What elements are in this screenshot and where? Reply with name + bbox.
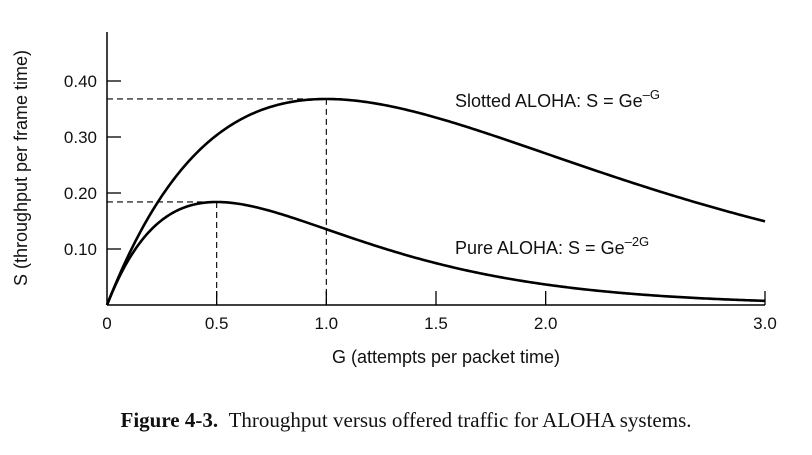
y-tick-label: 0.30 xyxy=(64,128,97,147)
tick-labels: 0.10 0.20 0.30 0.40 0 0.5 1.0 1.5 2.0 3.0 xyxy=(64,72,777,333)
max-guide-lines xyxy=(107,98,327,305)
slotted-aloha-label: Slotted ALOHA: S = Ge–G xyxy=(455,87,660,111)
x-axis-label: G (attempts per packet time) xyxy=(332,347,560,367)
slotted-aloha-curve xyxy=(105,97,766,306)
figure-caption-text: Throughput versus offered traffic for AL… xyxy=(228,408,692,432)
y-tick-label: 0.10 xyxy=(64,240,97,259)
figure-caption-label: Figure 4-3. xyxy=(120,408,219,432)
x-tick-label: 0 xyxy=(102,314,111,333)
x-tick-label: 1.5 xyxy=(424,314,448,333)
x-tick-label: 2.0 xyxy=(534,314,558,333)
y-tick-label: 0.20 xyxy=(64,184,97,203)
slotted-aloha-label-main: Slotted ALOHA: S = Ge xyxy=(455,91,643,111)
y-tick-label: 0.40 xyxy=(64,72,97,91)
pure-aloha-label: Pure ALOHA: S = Ge–2G xyxy=(455,234,649,258)
ticks xyxy=(107,80,766,305)
x-tick-label: 3.0 xyxy=(753,314,777,333)
slotted-aloha-label-exponent: –G xyxy=(643,87,660,102)
pure-aloha-curve xyxy=(105,200,766,306)
y-axis-label: S (throughput per frame time) xyxy=(11,50,31,286)
x-tick-label: 1.0 xyxy=(315,314,339,333)
curves xyxy=(105,97,766,306)
pure-aloha-label-exponent: –2G xyxy=(625,234,650,249)
pure-aloha-label-main: Pure ALOHA: S = Ge xyxy=(455,238,625,258)
figure-caption: Figure 4-3. Throughput versus offered tr… xyxy=(0,408,812,433)
x-tick-label: 0.5 xyxy=(205,314,229,333)
